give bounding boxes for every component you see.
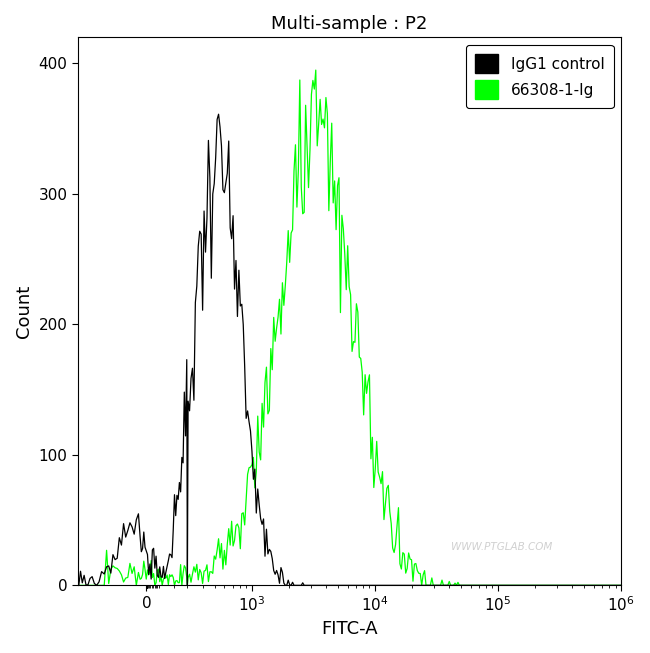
Title: Multi-sample : P2: Multi-sample : P2 bbox=[272, 15, 428, 33]
Legend: IgG1 control, 66308-1-Ig: IgG1 control, 66308-1-Ig bbox=[466, 45, 614, 108]
Text: WWW.PTGLAB.COM: WWW.PTGLAB.COM bbox=[451, 542, 552, 552]
X-axis label: FITC-A: FITC-A bbox=[321, 620, 378, 638]
Y-axis label: Count: Count bbox=[15, 285, 33, 338]
